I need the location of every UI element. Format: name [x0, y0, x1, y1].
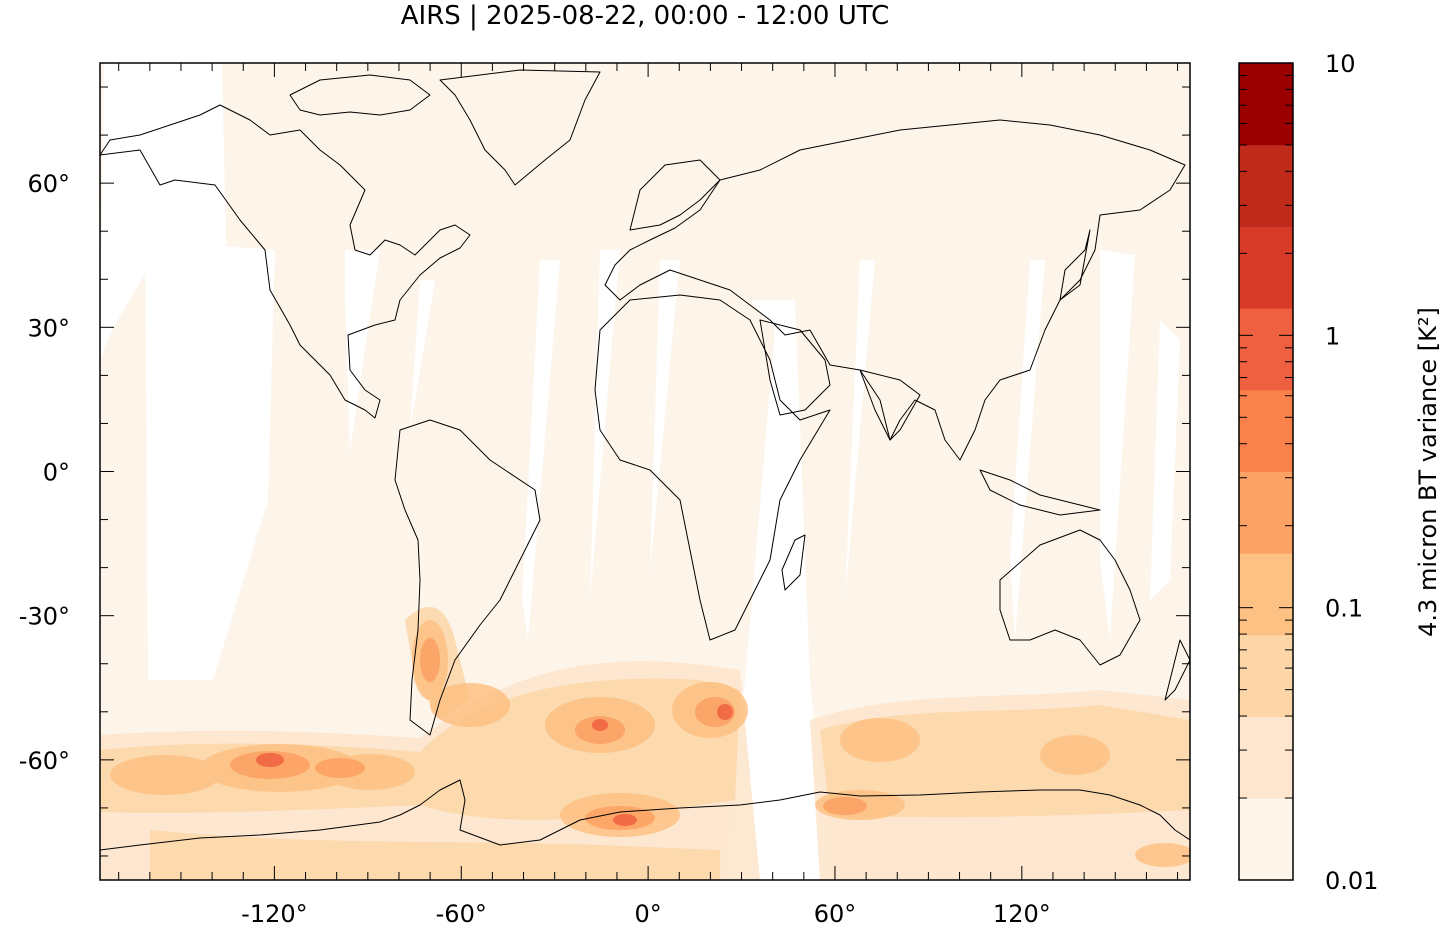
variance-blob: [613, 814, 637, 826]
map-ticks: [100, 63, 1190, 880]
swath-gap: [590, 250, 620, 600]
colorbar-tick-labels: 10 1 0.1 0.01: [1325, 50, 1378, 895]
colorbar-segment: [1239, 389, 1293, 472]
colorbar-segment: [1239, 63, 1293, 146]
coastline-africa: [594, 294, 831, 641]
variance-blob: [256, 753, 284, 767]
variance-blob: [315, 758, 365, 778]
colorbar-segment: [1239, 553, 1293, 636]
y-tick-label: 60°: [27, 170, 70, 198]
colorbar: [1239, 63, 1293, 881]
map-tick-labels: -120° -60° 0° 60° 120° 60° 30° 0° -30° -60°: [19, 170, 1051, 928]
coastline-japan: [1059, 229, 1091, 301]
variance-blob: [1040, 735, 1110, 775]
colorbar-segment: [1239, 471, 1293, 554]
colorbar-segment: [1239, 798, 1293, 881]
variance-band: [150, 830, 720, 880]
coastline-greenland: [439, 69, 601, 186]
x-tick-label: -60°: [436, 900, 487, 928]
variance-blob: [840, 718, 920, 762]
coastline-india: [859, 369, 921, 441]
colorbar-frame: [1238, 62, 1294, 881]
colorbar-segment: [1239, 308, 1293, 391]
map-title: AIRS | 2025-08-22, 00:00 - 12:00 UTC: [401, 1, 890, 31]
coastline-scandinavia: [629, 159, 721, 231]
y-tick-label: -60°: [19, 747, 70, 775]
x-tick-label: 120°: [993, 900, 1051, 928]
coastline-europe-asia: [604, 119, 1186, 461]
swath-gap: [725, 300, 830, 880]
swath-gap: [1010, 260, 1045, 640]
swath-gap: [410, 280, 435, 430]
y-tick-label: -30°: [19, 603, 70, 631]
y-tick-label: 30°: [27, 314, 70, 342]
variance-blob: [110, 755, 220, 795]
coastline-arctic-islands: [289, 74, 431, 116]
coastline-arabia: [759, 319, 831, 416]
variance-field: [100, 606, 1190, 880]
x-tick-label: 0°: [634, 900, 661, 928]
swath-gap: [1150, 320, 1180, 600]
coastline-south-america: [394, 419, 541, 736]
swath-gap: [522, 260, 560, 640]
x-tick-label: -120°: [241, 900, 307, 928]
swath-gap: [100, 63, 226, 360]
swath-gaps: [100, 63, 1180, 880]
variance-blob: [823, 797, 867, 815]
colorbar-segment: [1239, 226, 1293, 309]
variance-blob: [1135, 843, 1190, 867]
y-tick-label: 0°: [43, 459, 70, 487]
coastline-north-america: [100, 104, 471, 419]
colorbar-tick-label: 0.1: [1325, 595, 1363, 623]
colorbar-segment: [1239, 144, 1293, 227]
colorbar-tick-label: 1: [1325, 322, 1340, 350]
colorbar-ticks: [1239, 74, 1293, 881]
swath-gap: [845, 260, 875, 600]
colorbar-tick-label: 0.01: [1325, 867, 1378, 895]
coastline-australia: [999, 529, 1141, 666]
coastline-madagascar: [781, 534, 806, 591]
swath-gap: [145, 240, 275, 680]
variance-blob: [717, 704, 733, 720]
coastline-antarctica: [100, 779, 1190, 851]
colorbar-segment: [1239, 716, 1293, 799]
colorbar-segment: [1239, 634, 1293, 718]
coastlines: [100, 69, 1190, 851]
coastline-new-zealand: [1164, 639, 1190, 701]
swath-gap: [1100, 250, 1135, 640]
map-panel: [100, 63, 1190, 880]
variance-blob: [430, 683, 510, 727]
colorbar-tick-label: 10: [1325, 50, 1356, 78]
variance-blob: [592, 719, 608, 731]
coastline-indonesia: [979, 469, 1101, 516]
colorbar-label: 4.3 micron BT variance [K²]: [1414, 307, 1442, 637]
swath-gap: [345, 250, 380, 450]
swath-gap: [650, 260, 680, 570]
variance-blobs-peak: [256, 704, 733, 826]
x-tick-label: 60°: [814, 900, 857, 928]
variance-blob: [420, 638, 440, 682]
